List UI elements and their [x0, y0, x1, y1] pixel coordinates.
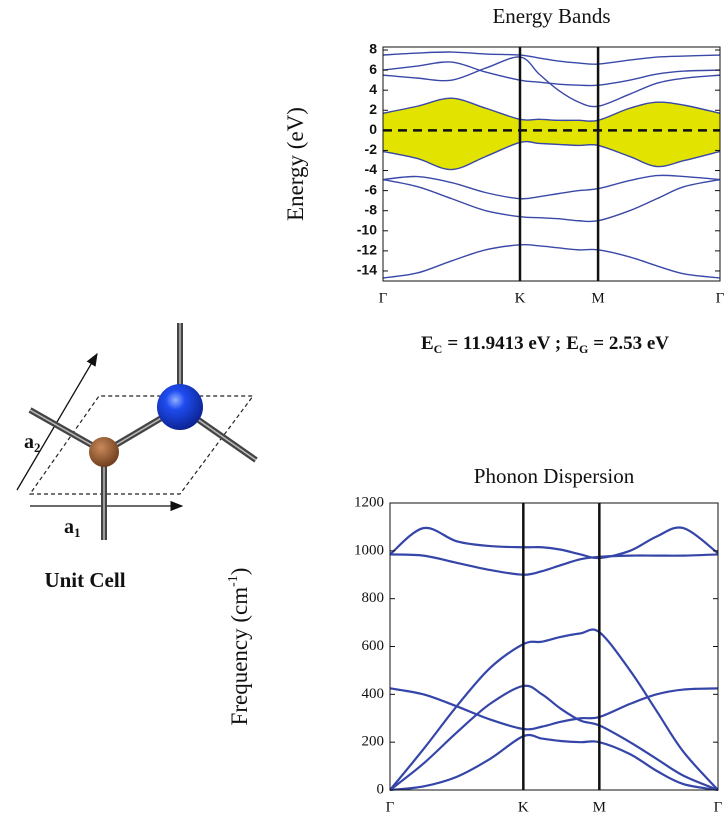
x-tick-label: Γ — [379, 290, 388, 306]
gap-fill — [382, 97, 721, 170]
ann-sub: C — [434, 342, 443, 356]
y-axis-label: Energy (eV) — [283, 107, 308, 221]
y-tick-label: 600 — [362, 638, 385, 654]
unit-cell-diagram: a2 a1 Unit Cell — [16, 323, 258, 592]
vector-symbol: a — [64, 516, 74, 538]
y-tick-label: 1000 — [354, 542, 384, 558]
y-tick-label: 0 — [369, 121, 377, 137]
chart-title: Phonon Dispersion — [474, 464, 635, 488]
band-line — [382, 140, 721, 171]
cell-outline — [28, 395, 255, 495]
y-label-text: Energy (eV) — [283, 107, 308, 221]
y-axis-label: Frequency (cm-1) — [226, 568, 252, 726]
x-tick-label: Γ — [716, 290, 724, 306]
band-line — [389, 733, 719, 792]
band-line — [389, 526, 719, 560]
atom-n — [157, 384, 203, 430]
vector-sub: 1 — [74, 525, 81, 540]
y-tick-label: -8 — [365, 201, 378, 217]
chart-title: Energy Bands — [492, 4, 610, 28]
y-tick-label: -4 — [365, 161, 378, 177]
y-tick-label: 6 — [369, 61, 377, 77]
x-tick-label: K — [515, 290, 526, 306]
ann-sub: G — [579, 342, 588, 356]
ann-text: = 2.53 eV — [593, 333, 669, 354]
annotation: EC = 11.9413 eV ; EG = 2.53 eV — [421, 333, 669, 355]
x-tick-label: K — [518, 799, 529, 815]
atom-b — [89, 437, 119, 467]
band-line — [382, 178, 721, 223]
band-line — [389, 687, 719, 731]
y-tick-label: -12 — [357, 242, 377, 258]
axes-frame — [382, 46, 721, 282]
y-tick-label: 1200 — [354, 494, 384, 510]
band-line — [382, 243, 721, 279]
band-line — [389, 684, 719, 792]
bonds — [28, 323, 258, 540]
a2-label: a2 — [24, 431, 41, 455]
y-tick-label: -6 — [365, 181, 378, 197]
ann-text: = 11.9413 eV ; — [447, 333, 561, 354]
ann-symbol: E — [566, 333, 579, 354]
unit-cell-title: Unit Cell — [44, 568, 125, 592]
y-tick-label: 0 — [377, 781, 385, 797]
x-tick-label: M — [593, 799, 606, 815]
y-tick-label: 8 — [369, 41, 377, 57]
y-tick-label: 400 — [362, 686, 385, 702]
vector-symbol: a — [24, 431, 34, 453]
y-tick-label: 800 — [362, 590, 385, 606]
a1-label: a1 — [64, 516, 81, 540]
band-line — [382, 97, 721, 122]
x-tick-label: Γ — [386, 799, 395, 815]
vector-sub: 2 — [34, 440, 41, 455]
band-line — [382, 51, 721, 65]
x-tick-label: M — [591, 290, 604, 306]
y-tick-label: -10 — [357, 221, 377, 237]
y-tick-label: 2 — [369, 101, 377, 117]
y-label-text: Frequency (cm — [227, 587, 252, 726]
band-line — [389, 553, 719, 576]
band-line — [382, 61, 721, 87]
y-tick-label: -2 — [365, 141, 378, 157]
ann-symbol: E — [421, 333, 434, 354]
band-line — [382, 174, 721, 200]
y-tick-label: -14 — [357, 262, 377, 278]
y-label-text: ) — [227, 568, 252, 576]
axes-frame — [389, 502, 719, 791]
x-tick-label: Γ — [714, 799, 723, 815]
y-tick-label: 200 — [362, 734, 385, 750]
y-label-sup: -1 — [226, 575, 241, 587]
band-line — [382, 56, 721, 108]
y-tick-label: 4 — [369, 81, 377, 97]
